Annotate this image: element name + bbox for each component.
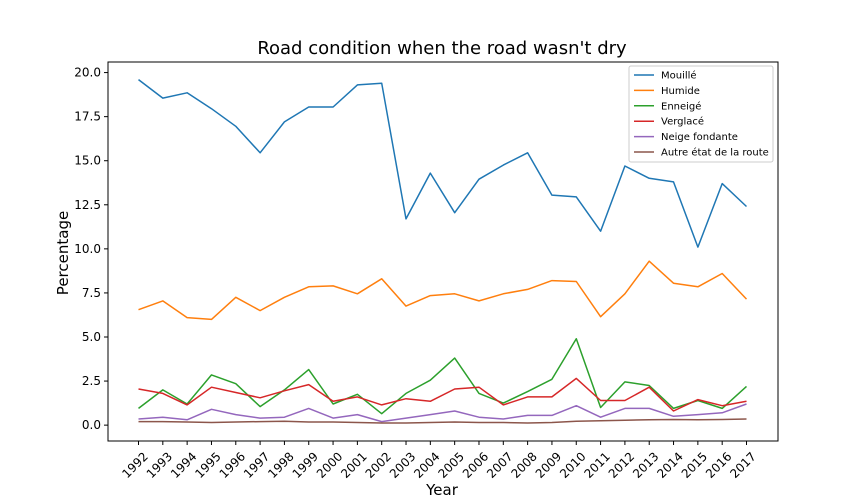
x-axis: 1992199319941995199619971998199920002001…: [119, 441, 759, 481]
x-tick-label: 2001: [338, 449, 369, 480]
series-line-3: [138, 377, 747, 412]
legend: Mouillé Humide Enneigé Verglacé Neige fondan…: [628, 65, 774, 163]
x-tick-label: 1996: [217, 449, 248, 480]
x-tick-label: 1994: [168, 449, 199, 480]
x-tick-label: 1997: [241, 449, 272, 480]
series-group: [138, 79, 748, 424]
series-line-4: [138, 403, 747, 423]
series-line-1: [138, 260, 748, 321]
y-tick-label: 12.5: [74, 198, 101, 212]
x-tick-label: 2006: [460, 449, 491, 480]
x-tick-label: 2011: [581, 449, 612, 480]
y-tick-label: 20.0: [74, 66, 101, 80]
x-tick-label: 1998: [265, 449, 296, 480]
x-tick-label: 2002: [363, 449, 394, 480]
y-tick-label: 2.5: [82, 374, 101, 388]
x-tick-label: 2013: [630, 449, 661, 480]
x-tick-label: 2003: [387, 449, 418, 480]
series-line-2: [138, 338, 748, 415]
x-tick-label: 2007: [484, 449, 515, 480]
x-tick-label: 2016: [703, 449, 734, 480]
chart-title: Road condition when the road wasn't dry: [257, 38, 627, 59]
x-tick-label: 2012: [606, 449, 637, 480]
x-tick-label: 2014: [654, 449, 685, 480]
x-tick-label: 2008: [508, 449, 539, 480]
y-tick-label: 7.5: [82, 286, 101, 300]
legend-entry: Neige fondante: [661, 132, 738, 143]
legend-entry: Enneigé: [661, 100, 701, 112]
y-tick-label: 0.0: [82, 418, 101, 432]
plot-area: [107, 61, 779, 442]
x-tick-label: 1993: [144, 449, 175, 480]
y-tick-label: 5.0: [82, 330, 101, 344]
y-tick-label: 10.0: [74, 242, 101, 256]
plot-frame: [107, 61, 779, 442]
legend-entry: Autre état de la route: [661, 147, 769, 159]
y-axis-label: Percentage: [54, 211, 72, 295]
x-tick-label: 2009: [533, 449, 564, 480]
y-tick-label: 15.0: [74, 154, 101, 168]
x-tick-label: 1992: [119, 449, 150, 480]
series-line-5: [138, 418, 747, 424]
x-tick-label: 2010: [557, 449, 588, 480]
legend-entry: Humide: [661, 86, 700, 97]
y-axis: 0.0 2.5 5.0 7.5 10.0 12.5 15.0 17.5 20.0: [74, 66, 108, 432]
legend-entry: Mouillé: [661, 70, 697, 82]
series-line-0: [138, 79, 748, 248]
legend-entry: Verglacé: [661, 116, 704, 128]
y-tick-label: 17.5: [74, 110, 101, 124]
x-tick-label: 2000: [314, 449, 345, 480]
x-tick-label: 1999: [290, 449, 321, 480]
legend-box: [628, 65, 774, 163]
x-tick-label: 1995: [192, 449, 223, 480]
x-tick-label: 2004: [411, 449, 442, 480]
x-axis-label: Year: [425, 481, 459, 499]
x-tick-label: 2015: [679, 449, 710, 480]
x-tick-label: 2005: [436, 449, 467, 480]
x-tick-label: 2017: [727, 449, 758, 480]
